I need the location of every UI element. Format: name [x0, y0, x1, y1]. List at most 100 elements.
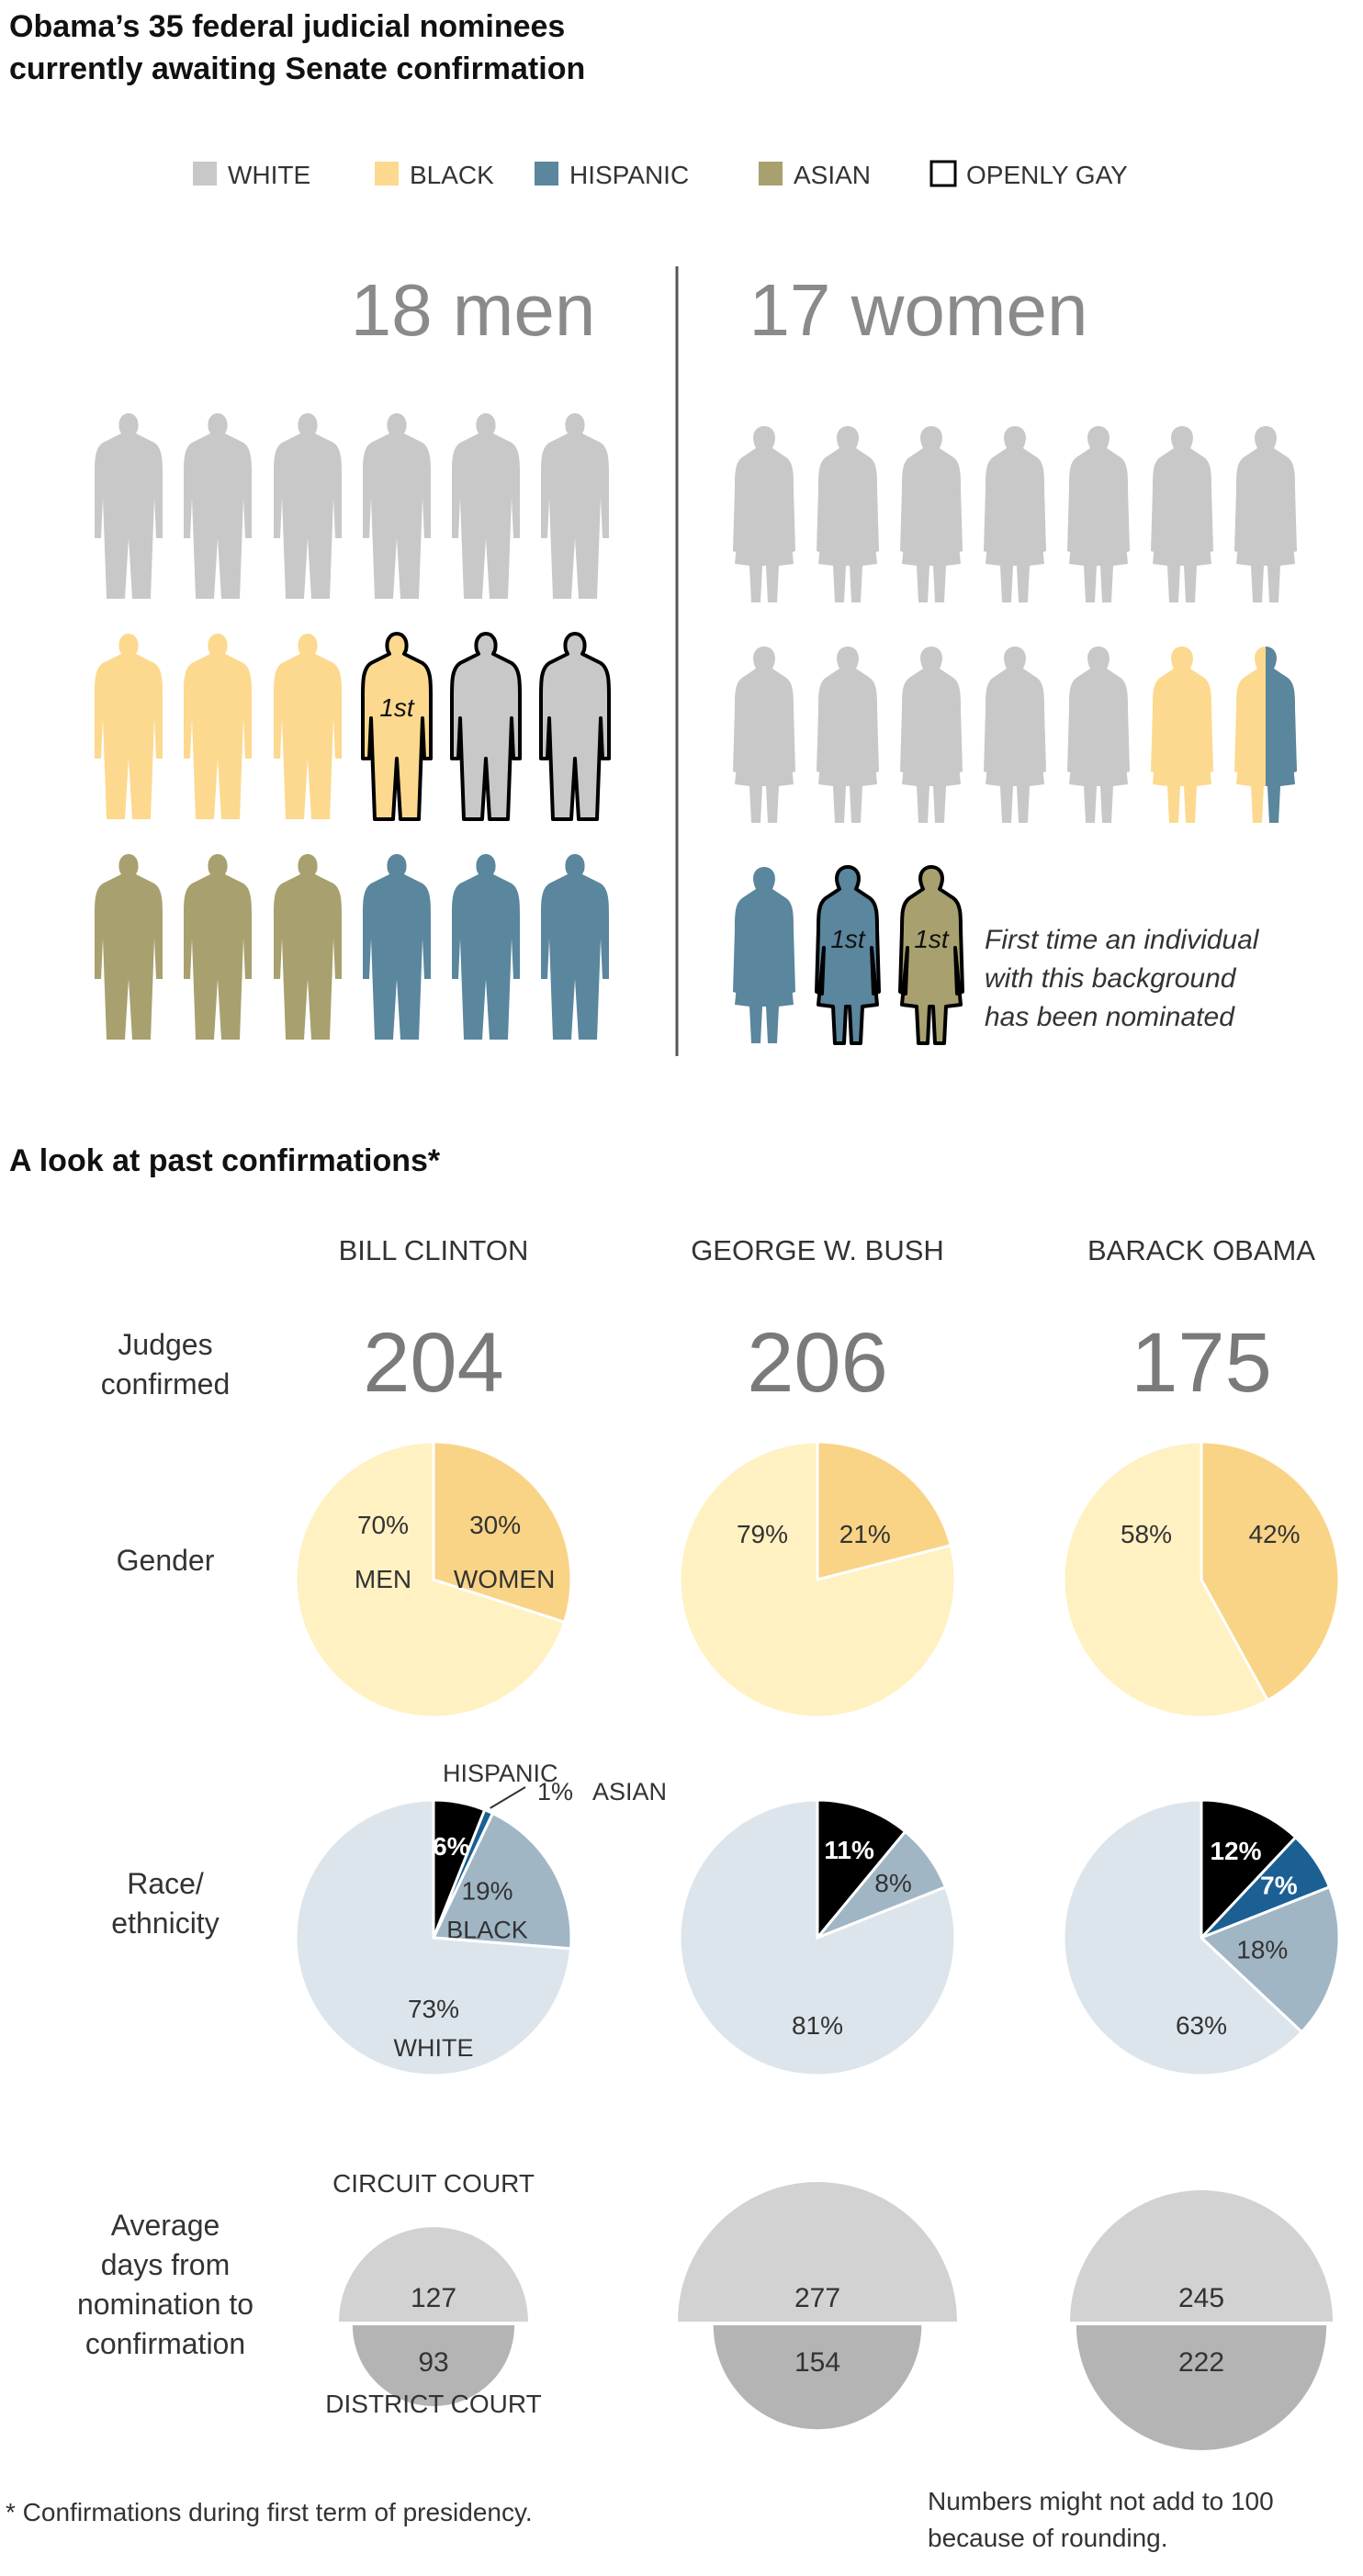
openly-gay-outline	[898, 865, 964, 1045]
woman-icon	[817, 647, 879, 823]
gender-label-men: 79%	[737, 1520, 788, 1548]
race-label-asian: 7%	[1260, 1872, 1298, 1900]
legend-swatch-asian	[759, 162, 783, 186]
woman-icon	[984, 426, 1046, 602]
man-icon	[541, 413, 609, 599]
man-icon	[363, 413, 431, 599]
asian-callout-line	[490, 1786, 526, 1809]
president-name: BILL CLINTON	[339, 1234, 529, 1266]
judges-confirmed-value: 175	[1131, 1316, 1272, 1410]
row-label-gender: Gender	[117, 1544, 215, 1577]
gender-slice-men	[1062, 1440, 1270, 1719]
race-label-white: 63%	[1176, 2011, 1227, 2040]
race-label-hispanic: 8%	[874, 1869, 911, 1897]
woman-icon	[733, 647, 795, 823]
days-semicircle-charts: 127 93 277 154 245 222	[339, 2182, 1333, 2450]
legend-swatch-black	[375, 162, 399, 186]
man-icon	[95, 854, 163, 1040]
legend-swatch-hispanic	[535, 162, 558, 186]
race-label-asian: 1%	[537, 1778, 573, 1805]
gender-label-men: 70%	[357, 1511, 409, 1539]
district-court-semicircle	[713, 2325, 922, 2430]
men-icon-grid: 1st	[95, 413, 611, 1040]
man-icon	[274, 854, 342, 1040]
woman-icon	[733, 867, 795, 1043]
race-slice-black	[1200, 1798, 1298, 1941]
district-days-value: 154	[794, 2347, 840, 2378]
gender-slice-women	[816, 1440, 953, 1581]
man-icon	[452, 413, 520, 599]
legend-label: OPENLY GAY	[966, 161, 1128, 189]
man-icon	[363, 854, 431, 1040]
woman-icon: 1st	[898, 865, 964, 1045]
title-line-2: currently awaiting Senate confirmation	[9, 51, 585, 86]
circuit-days-value: 277	[794, 2283, 840, 2313]
district-court-label: DISTRICT COURT	[325, 2390, 541, 2418]
gender-slice-men	[294, 1440, 567, 1719]
race-label-black: 12%	[1210, 1837, 1261, 1865]
circuit-court-semicircle	[678, 2182, 957, 2322]
footnote: * Confirmations during first term of pre…	[6, 2498, 533, 2526]
legend-label: WHITE	[228, 161, 310, 189]
gender-label-men: 58%	[1121, 1520, 1172, 1548]
man-icon: 1st	[361, 632, 433, 821]
row-label-days-3: nomination to	[77, 2288, 253, 2321]
race-slice-white	[678, 1798, 957, 2077]
woman-icon	[733, 426, 795, 602]
women-icon-grid: 1st 1st	[733, 426, 1297, 1045]
woman-icon	[900, 426, 963, 602]
man-icon	[184, 413, 252, 599]
woman-icon	[1151, 426, 1213, 602]
circuit-days-value: 127	[411, 2283, 456, 2313]
row-label-days-1: Average	[111, 2209, 220, 2242]
man-icon	[95, 413, 163, 599]
race-pies: 6%1% ASIAN19%BLACK73%WHITEHISPANIC11%8%81…	[294, 1760, 1341, 2077]
man-icon	[274, 634, 342, 819]
race-slice-white	[1062, 1798, 1304, 2077]
woman-icon	[1067, 426, 1130, 602]
legend: WHITE BLACK HISPANIC ASIAN OPENLY GAY	[193, 160, 1128, 189]
women-header: 17 women	[749, 269, 1087, 351]
district-court-semicircle	[352, 2325, 515, 2407]
title-line-1: Obama’s 35 federal judicial nominees	[9, 9, 565, 44]
district-court-semicircle	[1076, 2325, 1327, 2450]
openly-gay-outline	[450, 632, 522, 821]
president-name: GEORGE W. BUSH	[691, 1234, 944, 1266]
president-headers: BILL CLINTON GEORGE W. BUSH BARACK OBAMA	[339, 1234, 1316, 1266]
openly-gay-outline	[539, 632, 611, 821]
man-icon	[539, 632, 611, 821]
race-label-black: 11%	[824, 1836, 874, 1864]
judges-confirmed-numbers: 204 206 175	[363, 1316, 1272, 1410]
hispanic-callout-label: HISPANIC	[443, 1760, 558, 1787]
race-label-black: 6%	[433, 1832, 470, 1861]
legend-swatch-white	[193, 162, 217, 186]
row-label-race-2: ethnicity	[111, 1907, 219, 1940]
circuit-court-label: CIRCUIT COURT	[332, 2169, 535, 2198]
race-sub-asian: ASIAN	[592, 1778, 667, 1805]
circuit-court-semicircle	[1070, 2190, 1333, 2322]
first-note-line-1: First time an individual	[985, 925, 1260, 955]
rounding-note-line-1: Numbers might not add to 100	[928, 2487, 1274, 2515]
district-days-value: 222	[1178, 2347, 1224, 2378]
gender-slice-women	[1200, 1440, 1341, 1703]
race-label-hispanic: 18%	[1236, 1936, 1288, 1964]
man-icon	[452, 854, 520, 1040]
rounding-note-line-2: because of rounding.	[928, 2524, 1168, 2552]
woman-icon	[900, 647, 963, 823]
legend-label: HISPANIC	[569, 161, 689, 189]
man-icon	[274, 413, 342, 599]
row-label-days-2: days from	[101, 2248, 230, 2281]
openly-gay-outline	[361, 632, 433, 821]
man-icon	[541, 854, 609, 1040]
race-sub-white: WHITE	[394, 2034, 474, 2062]
legend-label: BLACK	[410, 161, 494, 189]
gender-pies: 30% 70% WOMEN MEN 21% 79% 42% 58%	[294, 1440, 1341, 1719]
legend-label: ASIAN	[794, 161, 871, 189]
row-label-race-1: Race/	[127, 1867, 204, 1900]
man-icon	[184, 854, 252, 1040]
woman-icon	[1067, 647, 1130, 823]
gender-sub-men: MEN	[355, 1565, 411, 1593]
row-label-days-4: confirmation	[85, 2327, 245, 2360]
row-label-judges-2: confirmed	[101, 1367, 231, 1400]
